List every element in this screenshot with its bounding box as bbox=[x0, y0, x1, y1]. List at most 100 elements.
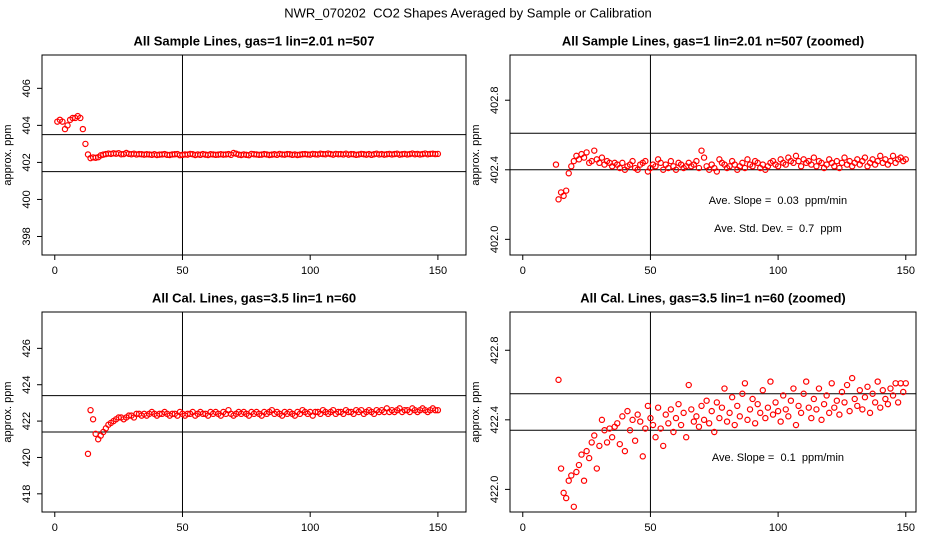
y-tick-label: 420 bbox=[21, 448, 33, 466]
x-tick-label: 100 bbox=[769, 522, 787, 534]
data-point bbox=[797, 409, 805, 417]
data-point bbox=[803, 378, 810, 385]
data-point bbox=[889, 392, 897, 399]
data-point bbox=[672, 414, 680, 422]
data-point bbox=[831, 404, 838, 411]
data-point bbox=[780, 392, 787, 399]
data-point bbox=[846, 407, 853, 415]
data-point bbox=[792, 152, 800, 160]
y-tick-label: 418 bbox=[21, 485, 33, 503]
y-tick-label: 424 bbox=[21, 376, 33, 394]
data-point bbox=[695, 423, 703, 430]
x-tick-label: 150 bbox=[429, 265, 447, 277]
data-point bbox=[838, 159, 846, 167]
data-point bbox=[570, 503, 578, 510]
data-point bbox=[759, 387, 766, 394]
y-tick-label: 422.4 bbox=[489, 406, 501, 434]
data-point bbox=[624, 407, 631, 415]
y-tick-label: 402.8 bbox=[489, 86, 501, 114]
x-tick-label: 150 bbox=[897, 522, 915, 534]
data-point bbox=[877, 152, 884, 160]
data-point bbox=[774, 163, 782, 170]
data-point bbox=[772, 399, 779, 406]
data-point bbox=[693, 413, 700, 420]
y-tick-label: 402.0 bbox=[489, 226, 501, 254]
data-point bbox=[820, 400, 828, 408]
data-point bbox=[585, 454, 593, 462]
panel-title: All Cal. Lines, gas=3.5 lin=1 n=60 bbox=[152, 290, 356, 305]
panel: All Cal. Lines, gas=3.5 lin=1 n=60 (zoom… bbox=[470, 290, 917, 534]
data-point bbox=[859, 406, 866, 413]
data-point bbox=[767, 378, 774, 385]
data-point bbox=[854, 402, 861, 410]
data-point bbox=[698, 147, 705, 154]
data-point bbox=[662, 411, 669, 418]
data-point bbox=[754, 400, 761, 408]
data-point bbox=[568, 163, 575, 170]
data-point bbox=[660, 442, 667, 450]
data-point bbox=[552, 161, 560, 168]
data-point bbox=[815, 385, 823, 392]
data-point bbox=[629, 416, 636, 424]
data-point bbox=[619, 413, 626, 420]
x-tick-label: 50 bbox=[644, 265, 656, 277]
data-point bbox=[708, 407, 715, 415]
data-point bbox=[575, 461, 583, 469]
data-point bbox=[705, 420, 713, 427]
data-point bbox=[614, 420, 621, 427]
data-point bbox=[716, 414, 723, 422]
data-point bbox=[823, 392, 830, 399]
data-point bbox=[578, 451, 585, 458]
data-point bbox=[616, 440, 623, 448]
data-point bbox=[583, 447, 590, 455]
data-point bbox=[769, 411, 777, 418]
data-point bbox=[647, 414, 654, 422]
data-point bbox=[591, 147, 598, 154]
data-point bbox=[879, 387, 887, 394]
x-tick-label: 0 bbox=[520, 265, 526, 277]
data-point bbox=[744, 416, 751, 424]
data-point bbox=[746, 406, 754, 413]
data-point bbox=[580, 477, 588, 484]
data-point bbox=[675, 400, 682, 408]
data-point bbox=[64, 122, 71, 129]
data-point bbox=[785, 413, 792, 420]
data-point bbox=[866, 409, 874, 417]
y-tick-label: 422 bbox=[21, 412, 33, 430]
data-point bbox=[836, 411, 843, 418]
plot-frame bbox=[41, 311, 467, 513]
data-point bbox=[718, 404, 726, 411]
y-tick-label: 422.0 bbox=[489, 476, 501, 504]
data-point bbox=[795, 157, 802, 165]
data-point bbox=[634, 411, 641, 418]
data-point bbox=[92, 154, 99, 161]
data-point bbox=[744, 156, 751, 163]
data-point bbox=[89, 416, 97, 423]
data-point bbox=[777, 418, 784, 425]
y-axis-label: approx. ppm bbox=[2, 124, 14, 185]
data-point bbox=[851, 395, 858, 403]
data-point bbox=[649, 421, 657, 429]
data-point bbox=[680, 409, 687, 417]
data-point bbox=[749, 395, 756, 403]
data-point bbox=[813, 163, 820, 170]
x-tick-label: 100 bbox=[301, 522, 319, 534]
data-point bbox=[790, 385, 797, 392]
data-point bbox=[642, 157, 649, 165]
y-tick-label: 422.8 bbox=[489, 336, 501, 364]
data-point bbox=[588, 439, 595, 446]
data-point bbox=[698, 402, 705, 410]
data-point bbox=[700, 416, 708, 424]
x-tick-label: 100 bbox=[769, 265, 787, 277]
data-point bbox=[593, 465, 601, 472]
data-point bbox=[619, 159, 626, 167]
data-point bbox=[596, 442, 603, 450]
data-point bbox=[774, 407, 782, 415]
data-point bbox=[757, 409, 764, 417]
data-point bbox=[805, 404, 812, 411]
data-point bbox=[79, 125, 87, 133]
data-point bbox=[432, 150, 439, 158]
data-point bbox=[869, 390, 876, 397]
x-tick-label: 50 bbox=[176, 522, 188, 534]
